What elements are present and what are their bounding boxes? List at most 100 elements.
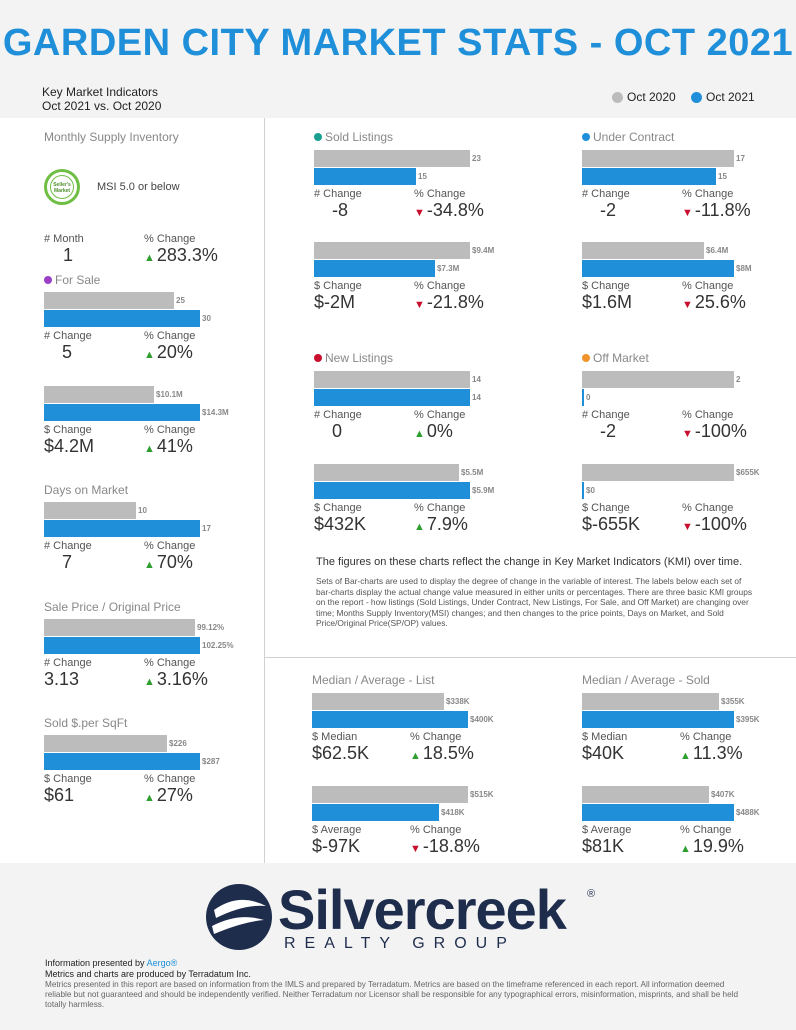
under-contract-volume-pct-text: 25.6%: [694, 292, 746, 312]
off-market-count-change1-value: -2: [600, 421, 617, 441]
msi-pct-value: 283.3%: [156, 245, 218, 265]
new-listings-volume-data-label-oct-2021: $5.9M: [472, 486, 495, 495]
arrow-up-icon: ▲: [144, 443, 155, 455]
logo-subtitle: REALTY GROUP: [284, 935, 516, 952]
median-sold-data-label-oct-2021: $395K: [736, 715, 760, 724]
off-market-count-title-dot-icon: [582, 354, 590, 362]
for-sale-count-change1-value: 5: [62, 342, 73, 362]
sold-per-sqft-data-label-oct-2021: $287: [202, 757, 220, 766]
arrow-down-icon: ▼: [410, 843, 421, 855]
produced-by-line: Metrics and charts are produced by Terra…: [45, 969, 251, 979]
off-market-volume-change2-value: ▼ -100%: [682, 514, 747, 535]
for-sale-count-bar-oct-2021: [44, 310, 200, 327]
average-list-change1-label: $ Average: [312, 824, 362, 836]
days-on-market-pct-text: 70%: [156, 552, 193, 572]
silvercreek-logo: Silvercreek ® REALTY GROUP: [204, 880, 604, 956]
off-market-volume-bar-oct-2020: [582, 464, 734, 481]
median-sold-change2-value: ▲ 11.3%: [680, 743, 743, 764]
under-contract-count-bar-oct-2021: [582, 168, 716, 185]
msi-change1-label: # Month: [44, 233, 84, 245]
days-on-market-change1-value: 7: [62, 552, 73, 572]
arrow-down-icon: ▼: [414, 207, 425, 219]
arrow-up-icon: ▲: [680, 843, 691, 855]
sold-count-title: Sold Listings: [314, 130, 393, 144]
for-sale-volume-change1-label: $ Change: [44, 424, 92, 436]
median-sold-pct-text: 11.3%: [692, 743, 743, 763]
new-listings-volume-change1-value: $432K: [314, 514, 367, 534]
sale-price-ratio-data-label-oct-2021: 102.25%: [202, 641, 234, 650]
average-sold-data-label-oct-2021: $488K: [736, 808, 760, 817]
for-sale-volume-bar-oct-2020: [44, 386, 154, 403]
sold-count-change1-label: # Change: [314, 188, 362, 200]
arrow-up-icon: ▲: [144, 792, 155, 804]
sold-volume-change2-label: % Change: [414, 280, 466, 292]
sale-price-ratio-change2-label: % Change: [144, 657, 196, 669]
column-divider: [264, 118, 265, 863]
under-contract-volume-change2-value: ▼ 25.6%: [682, 292, 746, 313]
sale-price-ratio-pct-text: 3.16%: [156, 669, 208, 689]
footer-band: [0, 863, 796, 1030]
off-market-count-title: Off Market: [582, 351, 649, 365]
new-listings-volume-bar-oct-2020: [314, 464, 459, 481]
presented-prefix: Information presented by: [45, 958, 147, 968]
new-listings-volume-bar-oct-2021: [314, 482, 470, 499]
for-sale-count-title: For Sale: [44, 273, 100, 287]
under-contract-volume-data-label-oct-2020: $6.4M: [706, 246, 729, 255]
new-listings-volume-change2-label: % Change: [414, 502, 466, 514]
days-on-market-data-label-oct-2021: 17: [202, 524, 211, 533]
for-sale-count-title-text: For Sale: [55, 273, 101, 287]
msi-change1-value: 1: [63, 245, 74, 265]
sold-per-sqft-change2-value: ▲ 27%: [144, 785, 193, 806]
new-listings-count-data-label-oct-2020: 14: [472, 375, 481, 384]
sold-count-change1-value: -8: [332, 200, 349, 220]
under-contract-count-title-dot-icon: [582, 133, 590, 141]
new-listings-count-data-label-oct-2021: 14: [472, 393, 481, 402]
sold-count-title-dot-icon: [314, 133, 322, 141]
median-list-pct-text: 18.5%: [422, 743, 474, 763]
median-sold-change1-label: $ Median: [582, 731, 628, 743]
aergo-link[interactable]: Aergo®: [146, 958, 178, 968]
days-on-market-data-label-oct-2020: 10: [138, 506, 147, 515]
for-sale-count-data-label-oct-2021: 30: [202, 314, 211, 323]
median-sold-title-text: Median / Average - Sold: [582, 673, 710, 687]
for-sale-volume-data-label-oct-2020: $10.1M: [156, 390, 183, 399]
off-market-count-pct-text: -100%: [694, 421, 747, 441]
under-contract-count-title: Under Contract: [582, 130, 674, 144]
sold-count-pct-text: -34.8%: [426, 200, 484, 220]
off-market-volume-bar-oct-2021: [582, 482, 584, 499]
new-listings-count-change1-value: 0: [332, 421, 343, 441]
average-sold-change1-value: $81K: [582, 836, 625, 856]
sellers-market-badge-icon: Seller's Market: [44, 169, 80, 205]
sold-count-title-text: Sold Listings: [325, 130, 394, 144]
legend-oct-2020: Oct 2020: [612, 90, 676, 104]
sold-count-data-label-oct-2021: 15: [418, 172, 427, 181]
for-sale-count-title-dot-icon: [44, 276, 52, 284]
sold-volume-pct-text: -21.8%: [426, 292, 484, 312]
for-sale-count-data-label-oct-2020: 25: [176, 296, 185, 305]
off-market-count-title-text: Off Market: [593, 351, 649, 365]
off-market-volume-pct-text: -100%: [694, 514, 747, 534]
msi-title: Monthly Supply Inventory: [44, 130, 179, 144]
median-list-change2-label: % Change: [410, 731, 462, 743]
sold-per-sqft-change1-label: $ Change: [44, 773, 92, 785]
msi-label: MSI 5.0 or below: [97, 181, 180, 193]
arrow-up-icon: ▲: [144, 559, 155, 571]
sold-count-data-label-oct-2020: 23: [472, 154, 481, 163]
new-listings-volume-change2-value: ▲ 7.9%: [414, 514, 468, 535]
average-list-data-label-oct-2020: $515K: [470, 790, 494, 799]
median-list-data-label-oct-2020: $338K: [446, 697, 470, 706]
average-sold-data-label-oct-2020: $407K: [711, 790, 735, 799]
for-sale-volume-pct-text: 41%: [156, 436, 193, 456]
median-list-change1-value: $62.5K: [312, 743, 370, 763]
sold-count-bar-oct-2021: [314, 168, 416, 185]
off-market-count-change2-value: ▼ -100%: [682, 421, 747, 442]
for-sale-count-change2-value: ▲ 20%: [144, 342, 193, 363]
average-sold-change2-label: % Change: [680, 824, 732, 836]
under-contract-count-data-label-oct-2021: 15: [718, 172, 727, 181]
sale-price-ratio-change2-value: ▲ 3.16%: [144, 669, 208, 690]
for-sale-count-change2-label: % Change: [144, 330, 196, 342]
sold-count-change2-value: ▼ -34.8%: [414, 200, 484, 221]
new-listings-count-bar-oct-2021: [314, 389, 470, 406]
days-on-market-change2-label: % Change: [144, 540, 196, 552]
header-band: [0, 0, 796, 118]
